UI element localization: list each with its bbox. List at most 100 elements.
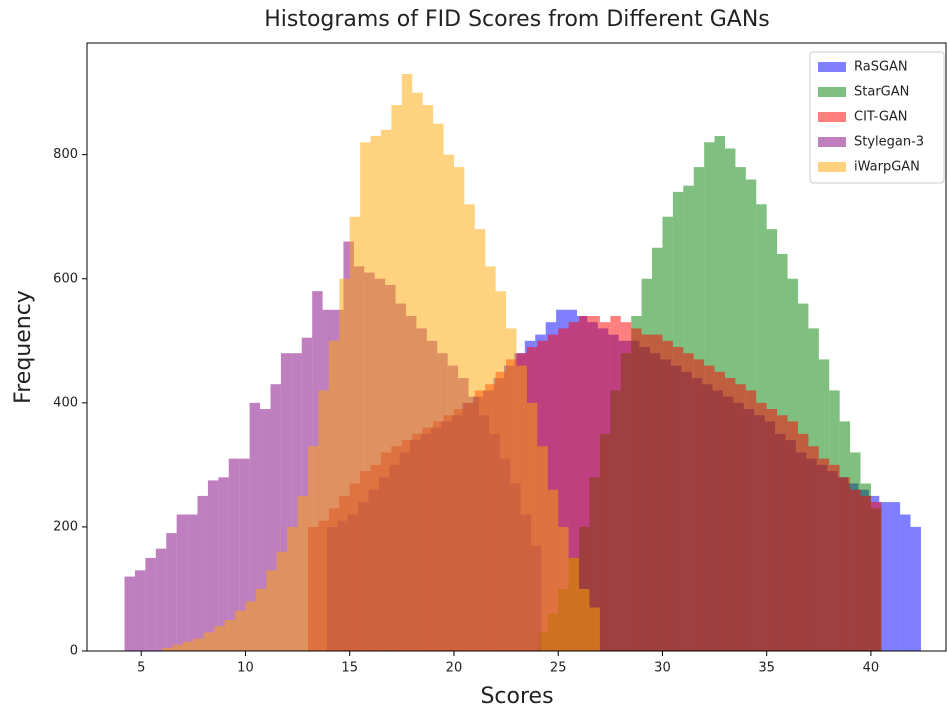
x-tick-label: 10 (237, 661, 254, 676)
histogram-bar (839, 477, 851, 651)
legend-label: iWarpGAN (854, 160, 920, 175)
histogram-bar (453, 167, 465, 651)
histogram-bar (301, 337, 313, 651)
histogram-bar (516, 365, 527, 651)
histogram-bar (745, 390, 757, 651)
histogram-bar (318, 390, 329, 651)
legend-label: Stylegan-3 (854, 135, 924, 150)
plot-frame (86, 42, 947, 652)
histogram-bar (214, 626, 225, 651)
chart-title: Histograms of FID Scores from Different … (264, 7, 770, 32)
x-axis-label: Scores (480, 684, 553, 709)
histogram-bar (287, 526, 298, 651)
x-tick-label: 15 (341, 661, 358, 676)
histogram-bar (870, 502, 882, 651)
legend-swatch (818, 62, 846, 72)
histogram-bar (162, 647, 173, 651)
x-tick-label: 25 (550, 661, 567, 676)
histogram-bar (187, 514, 198, 651)
histogram-bar (756, 402, 767, 651)
histogram-bar (443, 154, 454, 651)
legend-swatch (818, 137, 846, 147)
histogram-bar (850, 489, 861, 651)
histogram-bar (631, 328, 642, 651)
histogram-bar (579, 315, 590, 651)
histogram-bar (339, 278, 350, 651)
histogram-bar (464, 204, 475, 651)
histogram-bar (474, 229, 486, 652)
histogram-bar (558, 328, 569, 651)
legend-label: RaSGAN (854, 60, 908, 75)
histogram-bar (808, 446, 819, 651)
histogram-bar (693, 359, 705, 651)
histogram-bar (276, 551, 288, 651)
histogram-bar (224, 619, 236, 651)
histogram-bar (308, 446, 319, 651)
histogram-bar (787, 421, 798, 651)
histogram-bar (182, 641, 194, 651)
histogram-bar (797, 433, 809, 651)
histogram-bar (620, 322, 632, 651)
histogram-bar (370, 136, 381, 651)
histogram-bar (766, 409, 778, 651)
histogram-bar (255, 588, 267, 651)
histogram-bar (724, 378, 736, 651)
histogram-bar (245, 601, 256, 651)
x-tick-label: 40 (863, 661, 880, 676)
histogram-bar (889, 502, 901, 651)
histogram-bar (193, 638, 204, 651)
histogram-bar (599, 322, 611, 651)
histogram-bar (228, 458, 240, 651)
histogram-bar (360, 142, 371, 651)
histogram-bar (270, 384, 281, 651)
histogram-bar (910, 526, 921, 651)
histogram-bar (579, 588, 590, 651)
histogram-bar (235, 610, 246, 651)
histogram-bar (641, 334, 653, 651)
histogram-bar (328, 340, 340, 651)
histogram-bar (485, 266, 496, 651)
histogram-bar (249, 402, 261, 651)
histogram-bar (218, 477, 229, 651)
histogram-bar (172, 644, 183, 651)
histogram-bar (860, 495, 871, 651)
histogram-bar (412, 92, 423, 652)
y-tick-label: 400 (53, 395, 78, 410)
histogram-bar (197, 495, 208, 651)
histogram-bar (506, 328, 517, 651)
legend-label: CIT-GAN (854, 110, 908, 125)
histogram-bar (124, 576, 135, 651)
y-tick-label: 800 (53, 147, 78, 162)
histogram-bar (260, 409, 271, 651)
histogram-bar (652, 334, 663, 651)
histogram-bar (401, 74, 413, 652)
histogram-bar (203, 632, 215, 651)
histogram-bar (589, 607, 600, 651)
histogram-bar (391, 105, 402, 651)
histogram-bar (176, 514, 188, 651)
histogram-bar (297, 495, 309, 651)
histogram-bar (380, 129, 392, 651)
histogram-bar (610, 315, 621, 651)
histogram-bar (134, 570, 146, 651)
histogram-bar (818, 458, 830, 651)
histogram-bar (239, 458, 250, 651)
legend-swatch (818, 162, 846, 172)
x-tick-label: 35 (758, 661, 775, 676)
histogram-bar (714, 371, 725, 651)
histogram-bar (589, 315, 600, 651)
legend-swatch (818, 87, 846, 97)
x-tick-label: 30 (654, 661, 671, 676)
histogram-bar (422, 105, 434, 651)
histogram-bar (433, 123, 444, 651)
histogram-bar (547, 489, 559, 651)
histogram-bar (207, 480, 219, 651)
histogram-bar (280, 353, 292, 651)
x-tick-label: 5 (137, 661, 145, 676)
legend-box (809, 51, 945, 184)
histogram-bar (568, 557, 580, 651)
histogram-bar (829, 464, 840, 651)
y-tick-label: 0 (70, 644, 78, 659)
histogram-bar (166, 533, 177, 651)
